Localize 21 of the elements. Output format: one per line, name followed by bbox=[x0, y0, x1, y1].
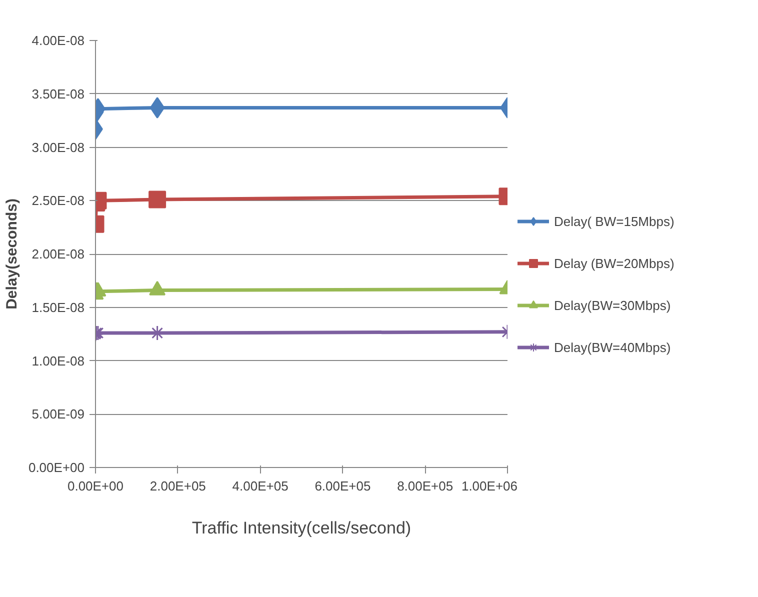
legend-label: Delay(BW=40Mbps) bbox=[554, 340, 671, 354]
x-axis-title: Traffic Intensity(cells/second) bbox=[192, 518, 412, 538]
y-axis-title: Delay(seconds) bbox=[3, 198, 20, 310]
x-tick-label: 0.00E+00 bbox=[67, 478, 124, 494]
y-tick-label: 3.00E-08 bbox=[32, 140, 85, 155]
legend-label: Delay( BW=15Mbps) bbox=[554, 214, 674, 228]
x-tick-label: 1.00E+06 bbox=[461, 478, 518, 494]
x-tick-label: 4.00E+05 bbox=[232, 478, 288, 494]
x-tick-label: 6.00E+05 bbox=[314, 478, 371, 494]
x-tick-label: 8.00E+05 bbox=[397, 478, 454, 494]
y-tick-label: 2.00E-08 bbox=[32, 246, 85, 262]
y-tick-label: 0.00E+00 bbox=[28, 460, 85, 475]
y-tick-label: 2.50E-08 bbox=[32, 193, 85, 208]
y-tick-label: 1.00E-08 bbox=[32, 353, 85, 368]
x-tick-label: 2.00E+05 bbox=[150, 478, 206, 494]
legend-label: Delay(BW=30Mbps) bbox=[554, 298, 671, 312]
y-tick-label: 3.50E-08 bbox=[32, 86, 85, 102]
y-tick-label: 5.00E-09 bbox=[32, 406, 85, 422]
y-tick-label: 4.00E-08 bbox=[32, 33, 85, 48]
y-tick-label: 1.50E-08 bbox=[32, 300, 85, 315]
legend-label: Delay (BW=20Mbps) bbox=[554, 256, 674, 270]
